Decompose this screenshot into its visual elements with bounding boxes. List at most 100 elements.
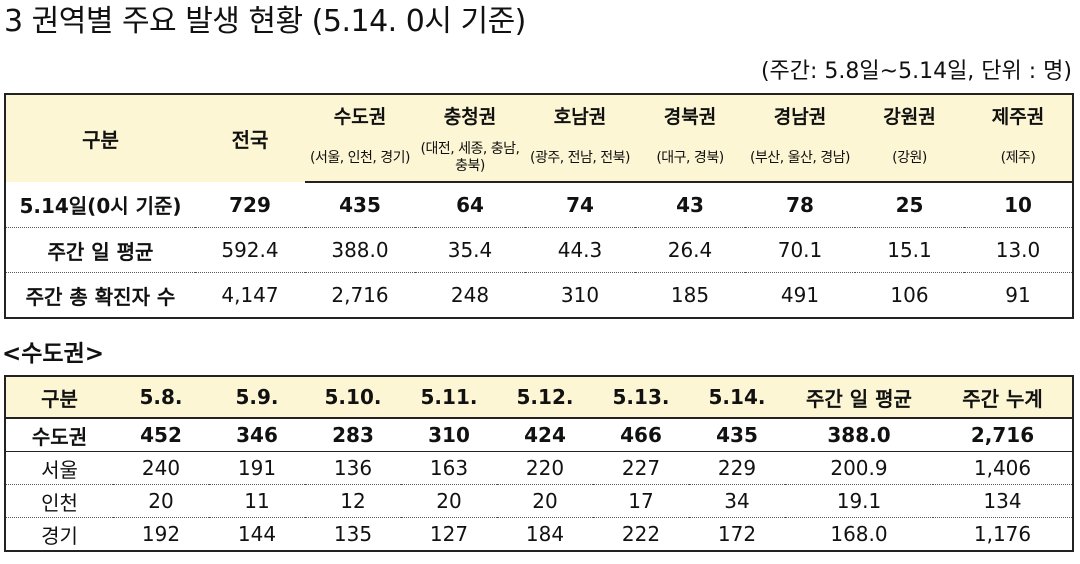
unit-note: (주간: 5.8일~5.14일, 단위 : 명) xyxy=(760,59,1072,84)
table-cell: 17 xyxy=(593,484,689,518)
column-header: 주간 누계 xyxy=(933,376,1073,419)
table-cell: 491 xyxy=(780,283,820,307)
table-cell: 13.0 xyxy=(964,227,1073,273)
region-name: 경남권 xyxy=(773,105,827,128)
table-cell: 729 xyxy=(195,182,305,228)
table-cell: 135 xyxy=(333,522,373,546)
table-cell: 2,716 xyxy=(331,283,389,307)
table-cell: 248 xyxy=(450,283,490,307)
table-cell: 592.4 xyxy=(195,227,305,273)
region-summary-table: 구분 전국 수도권 충청권 호남권 경북권 경남권 강원권 제주권 (서울, 인… xyxy=(4,93,1074,319)
table-cell: 192 xyxy=(141,522,181,546)
table-cell: 20 xyxy=(401,484,497,518)
table-cell: 20 xyxy=(113,484,209,518)
table-cell: 인천 xyxy=(5,484,113,518)
table-header-row: 구분 5.8. 5.9. 5.10. 5.11. 5.12. 5.13. 5.1… xyxy=(5,376,1073,419)
metro-subtitle: <수도권> xyxy=(2,341,105,367)
table-cell: 466 xyxy=(593,418,689,452)
region-name: 호남권 xyxy=(553,105,607,128)
table-cell: 경기 xyxy=(41,523,78,548)
table-cell: 184 xyxy=(525,522,565,546)
table-cell: 1,176 xyxy=(973,522,1032,546)
region-detail: (대전, 세종, 충남, 충북) xyxy=(420,141,521,174)
column-header: 5.11. xyxy=(401,376,497,419)
table-cell: 283 xyxy=(305,418,401,452)
table-cell: 19.1 xyxy=(785,484,933,518)
region-detail: (제주) xyxy=(1000,149,1036,166)
table-cell: 144 xyxy=(237,522,277,546)
table-cell: 35.4 xyxy=(415,227,525,273)
column-header: 구분 xyxy=(5,376,113,419)
region-name: 충청권 xyxy=(443,105,497,128)
table-cell: 2,716 xyxy=(933,418,1073,452)
table-cell: 106 xyxy=(890,283,929,307)
region-name: 수도권 xyxy=(333,105,387,128)
region-header-label: 구분 xyxy=(82,128,119,152)
table-cell: 346 xyxy=(209,418,305,452)
table-cell: 134 xyxy=(933,484,1073,518)
table-cell: 15.1 xyxy=(855,227,964,273)
table-cell: 44.3 xyxy=(525,227,635,273)
region-name: 경북권 xyxy=(663,105,717,128)
region-detail: (강원) xyxy=(892,149,927,166)
table-row: 수도권 452 346 283 310 424 466 435 388.0 2,… xyxy=(5,418,1073,452)
table-cell: 163 xyxy=(401,451,497,485)
table-cell: 240 xyxy=(113,451,209,485)
column-header: 5.14. xyxy=(689,376,785,419)
table-cell: 191 xyxy=(209,451,305,485)
table-cell: 227 xyxy=(593,451,689,485)
table-cell: 70.1 xyxy=(745,227,855,273)
table-cell: 435 xyxy=(689,418,785,452)
table-cell: 10 xyxy=(964,182,1073,228)
table-cell: 200.9 xyxy=(785,451,933,485)
table-cell: 34 xyxy=(689,484,785,518)
table-cell: 서울 xyxy=(5,451,113,485)
table-row: 서울 240 191 136 163 220 227 229 200.9 1,4… xyxy=(5,451,1073,485)
table-cell: 91 xyxy=(1005,283,1031,307)
column-header: 5.12. xyxy=(497,376,593,419)
row-label: 5.14일(0시 기준) xyxy=(5,182,195,228)
table-cell: 136 xyxy=(305,451,401,485)
region-detail: (부산, 울산, 경남) xyxy=(749,149,851,166)
table-cell: 12 xyxy=(305,484,401,518)
table-cell: 43 xyxy=(635,182,745,228)
row-label: 주간 총 확진자 수 xyxy=(25,284,176,309)
table-row: 경기 192 144 135 127 184 222 172 168.0 1,1… xyxy=(5,518,1073,552)
column-header: 5.9. xyxy=(209,376,305,419)
table-cell: 25 xyxy=(855,182,964,228)
page-title: 3 권역별 주요 발생 현황 (5.14. 0시 기준) xyxy=(4,4,526,39)
region-name: 강원권 xyxy=(883,105,936,128)
table-cell: 388.0 xyxy=(785,418,933,452)
table-cell: 424 xyxy=(497,418,593,452)
table-cell: 310 xyxy=(560,283,600,307)
table-cell: 20 xyxy=(497,484,593,518)
table-row: 주간 총 확진자 수 4,147 2,716 248 310 185 491 1… xyxy=(5,273,1073,319)
table-cell: 127 xyxy=(429,522,469,546)
table-cell: 222 xyxy=(621,522,661,546)
table-row: 인천 20 11 12 20 20 17 34 19.1 134 xyxy=(5,484,1073,518)
table-cell: 172 xyxy=(717,522,757,546)
column-header: 5.8. xyxy=(113,376,209,419)
column-header: 5.13. xyxy=(593,376,689,419)
table-cell: 185 xyxy=(670,283,710,307)
table-cell: 수도권 xyxy=(5,418,113,452)
row-label: 주간 일 평균 xyxy=(5,227,195,273)
table-row: 5.14일(0시 기준) 729 435 64 74 43 78 25 10 xyxy=(5,182,1073,228)
table-cell: 452 xyxy=(113,418,209,452)
table-cell: 229 xyxy=(689,451,785,485)
region-detail: (대구, 경북) xyxy=(656,149,724,166)
metro-daily-table: 구분 5.8. 5.9. 5.10. 5.11. 5.12. 5.13. 5.1… xyxy=(4,375,1074,552)
table-cell: 11 xyxy=(209,484,305,518)
table-cell: 74 xyxy=(525,182,635,228)
table-cell: 388.0 xyxy=(305,227,415,273)
region-header-nationwide: 전국 xyxy=(231,128,269,152)
column-header: 5.10. xyxy=(305,376,401,419)
table-cell: 220 xyxy=(497,451,593,485)
region-detail: (광주, 전남, 전북) xyxy=(529,149,631,166)
region-detail: (서울, 인천, 경기) xyxy=(309,149,411,166)
table-cell: 1,406 xyxy=(933,451,1073,485)
table-cell: 4,147 xyxy=(221,283,279,307)
column-header: 주간 일 평균 xyxy=(785,376,933,419)
table-cell: 26.4 xyxy=(635,227,745,273)
table-cell: 168.0 xyxy=(830,522,888,546)
